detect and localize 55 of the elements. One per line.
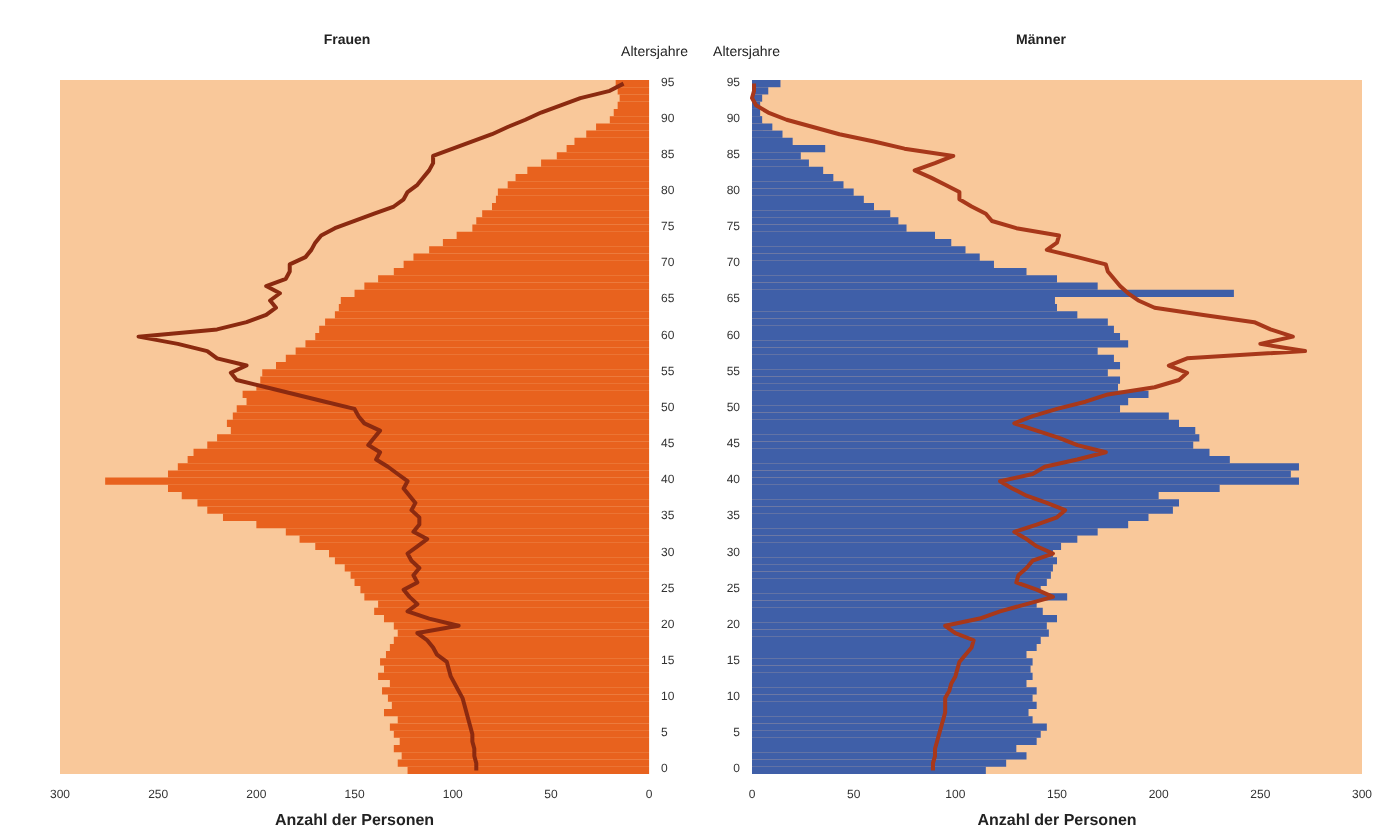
bar	[515, 173, 650, 182]
bar	[752, 361, 1121, 370]
bar	[384, 708, 650, 717]
bar	[752, 354, 1114, 362]
x-axis-title: Anzahl der Personen	[274, 810, 435, 829]
bar	[752, 463, 1299, 471]
bar	[354, 578, 650, 587]
bar	[752, 708, 1029, 717]
bar	[617, 87, 650, 95]
bar	[752, 730, 1041, 738]
bar	[378, 672, 650, 681]
bar	[752, 340, 1129, 348]
bar	[319, 325, 650, 334]
bar	[752, 578, 1047, 587]
bar	[752, 108, 761, 117]
bar	[340, 296, 650, 305]
x-axis-title: Anzahl der Personen	[977, 810, 1137, 829]
bar	[752, 643, 1037, 652]
bar	[752, 376, 1121, 384]
bar	[574, 137, 650, 146]
bar	[752, 658, 1033, 666]
bar	[752, 672, 1033, 681]
bar	[613, 108, 650, 117]
bar	[752, 557, 1057, 565]
bar	[752, 636, 1041, 644]
bar	[752, 549, 1053, 558]
bar	[752, 614, 1057, 623]
bar	[752, 629, 1049, 637]
bar	[752, 390, 1149, 399]
bar	[752, 145, 826, 153]
bar	[389, 643, 650, 652]
bar	[752, 434, 1200, 442]
bar	[752, 318, 1108, 326]
bar	[752, 752, 1027, 760]
bar	[752, 571, 1051, 579]
bar	[752, 593, 1068, 601]
bar	[752, 470, 1291, 478]
bar	[752, 737, 1037, 746]
bar	[752, 499, 1179, 507]
bar	[752, 325, 1114, 334]
bar	[752, 665, 1031, 673]
bar	[752, 723, 1047, 731]
bar	[752, 210, 891, 218]
bar	[752, 701, 1037, 709]
bar	[752, 289, 1234, 297]
bar	[242, 390, 650, 399]
bar	[752, 687, 1037, 695]
bar	[752, 333, 1121, 341]
bar	[752, 427, 1196, 435]
bar	[752, 477, 1299, 485]
bar	[752, 506, 1173, 514]
bar	[399, 737, 650, 746]
bar	[752, 564, 1053, 572]
bar	[752, 217, 899, 225]
bar	[752, 694, 1033, 702]
